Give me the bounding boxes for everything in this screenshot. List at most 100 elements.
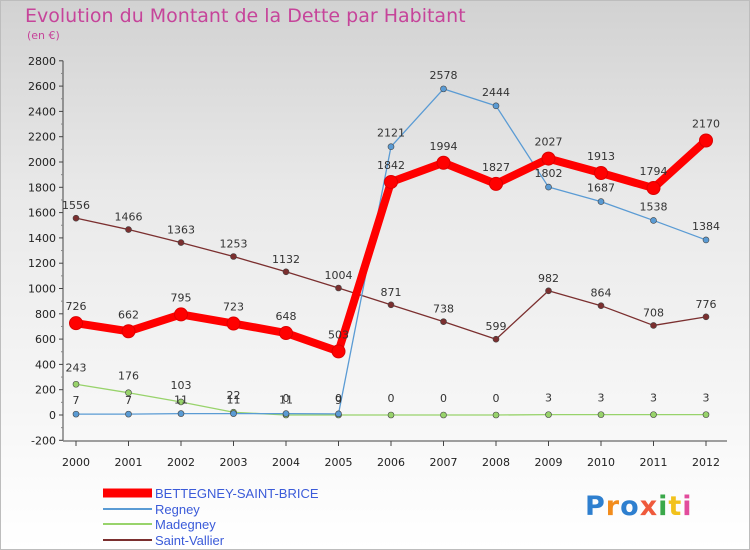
data-label: 2170 <box>692 117 720 130</box>
data-label: 22 <box>227 389 241 402</box>
data-label: 0 <box>440 392 447 405</box>
data-label: 1802 <box>535 167 563 180</box>
data-label: 7 <box>125 394 132 407</box>
chart-subtitle: (en €) <box>27 29 60 42</box>
logo-letter: P <box>585 491 606 522</box>
data-label: 7 <box>73 394 80 407</box>
data-point <box>489 176 503 191</box>
data-point <box>440 411 447 419</box>
data-point <box>331 344 346 359</box>
data-point <box>545 287 552 295</box>
data-point <box>492 102 500 110</box>
series-regney <box>72 85 710 418</box>
data-point <box>702 411 710 418</box>
data-label: 795 <box>171 291 192 304</box>
x-tick-label: 2008 <box>482 456 510 469</box>
data-point <box>545 411 552 418</box>
data-label: 103 <box>171 379 192 392</box>
logo-letter: r <box>605 491 621 522</box>
data-point <box>72 214 80 222</box>
data-label: 1538 <box>640 200 668 213</box>
data-label: 1827 <box>482 161 510 174</box>
y-tick-label: 2200 <box>28 131 56 144</box>
data-label: 1384 <box>692 220 720 233</box>
data-point <box>545 183 552 191</box>
x-tick-label: 2003 <box>220 456 248 469</box>
data-label: 599 <box>486 320 507 333</box>
data-point <box>226 316 241 331</box>
data-label: 0 <box>493 392 500 405</box>
x-tick-label: 2004 <box>272 456 300 469</box>
data-point <box>594 166 608 181</box>
y-tick-label: 1400 <box>28 232 56 245</box>
logo-letter: i <box>658 491 669 522</box>
axes: -200020040060080010001200140016001800200… <box>28 55 727 469</box>
data-label: 1132 <box>272 253 300 266</box>
legend-label: BETTEGNEY-SAINT-BRICE <box>155 486 319 501</box>
y-tick-label: 400 <box>35 358 56 371</box>
legend-label: Saint-Vallier <box>155 533 225 548</box>
data-point <box>384 174 398 189</box>
legend: BETTEGNEY-SAINT-BRICERegneyMadegneySaint… <box>103 486 319 548</box>
legend-label: Madegney <box>155 517 216 532</box>
x-tick-label: 2009 <box>535 456 563 469</box>
data-label: 726 <box>66 300 87 313</box>
data-point <box>541 151 556 166</box>
data-point <box>646 181 661 196</box>
data-point <box>387 411 395 419</box>
data-label: 2578 <box>430 69 458 82</box>
data-label: 11 <box>227 394 241 407</box>
data-label: 871 <box>381 286 402 299</box>
data-label: 3 <box>598 392 605 405</box>
data-label: 2121 <box>377 127 405 140</box>
data-label: 723 <box>223 301 244 314</box>
legend-label: Regney <box>155 502 200 517</box>
x-tick-label: 2010 <box>587 456 615 469</box>
chart-title: Evolution du Montant de la Dette par Hab… <box>25 5 466 27</box>
y-tick-label: 600 <box>35 333 56 346</box>
x-tick-label: 2006 <box>377 456 405 469</box>
data-point <box>177 239 185 246</box>
y-tick-label: 0 <box>49 409 56 422</box>
data-label: 982 <box>538 272 559 285</box>
y-tick-label: 1800 <box>28 181 56 194</box>
logo-letter: o <box>620 491 640 522</box>
data-label: 738 <box>433 303 454 316</box>
data-point <box>72 410 80 418</box>
data-label: 11 <box>174 394 188 407</box>
y-tick-label: 1000 <box>28 283 56 296</box>
data-label: 3 <box>650 392 657 405</box>
data-point <box>125 410 132 418</box>
proxiti-logo: Proxiti <box>585 491 693 522</box>
data-point <box>335 284 342 292</box>
data-point <box>440 318 447 325</box>
data-point <box>387 143 395 150</box>
data-point <box>125 389 132 397</box>
data-label: 1363 <box>167 224 195 237</box>
data-label: 2027 <box>535 136 563 149</box>
data-point <box>230 410 237 417</box>
data-point <box>597 302 605 310</box>
data-label: 11 <box>279 394 293 407</box>
data-label: 0 <box>283 392 290 405</box>
y-tick-label: -200 <box>31 434 56 447</box>
data-point <box>597 198 605 205</box>
data-labels: 1556 1466 1363 1253 1132 1004 871 738 599 982 864 7… <box>62 69 720 407</box>
x-tick-label: 2007 <box>430 456 458 469</box>
data-label: 0 <box>388 392 395 405</box>
y-tick-label: 2800 <box>28 55 56 68</box>
y-tick-label: 1600 <box>28 207 56 220</box>
data-point <box>230 253 237 260</box>
x-tick-label: 2005 <box>325 456 353 469</box>
data-label: 0 <box>335 392 342 405</box>
data-label: 1687 <box>587 182 615 195</box>
data-label: 1842 <box>377 159 405 172</box>
series-line <box>72 136 710 356</box>
data-point <box>279 326 293 341</box>
x-tick-label: 2011 <box>640 456 668 469</box>
data-point <box>125 226 132 233</box>
series-saint-vallier <box>72 214 710 343</box>
data-point <box>440 85 447 93</box>
